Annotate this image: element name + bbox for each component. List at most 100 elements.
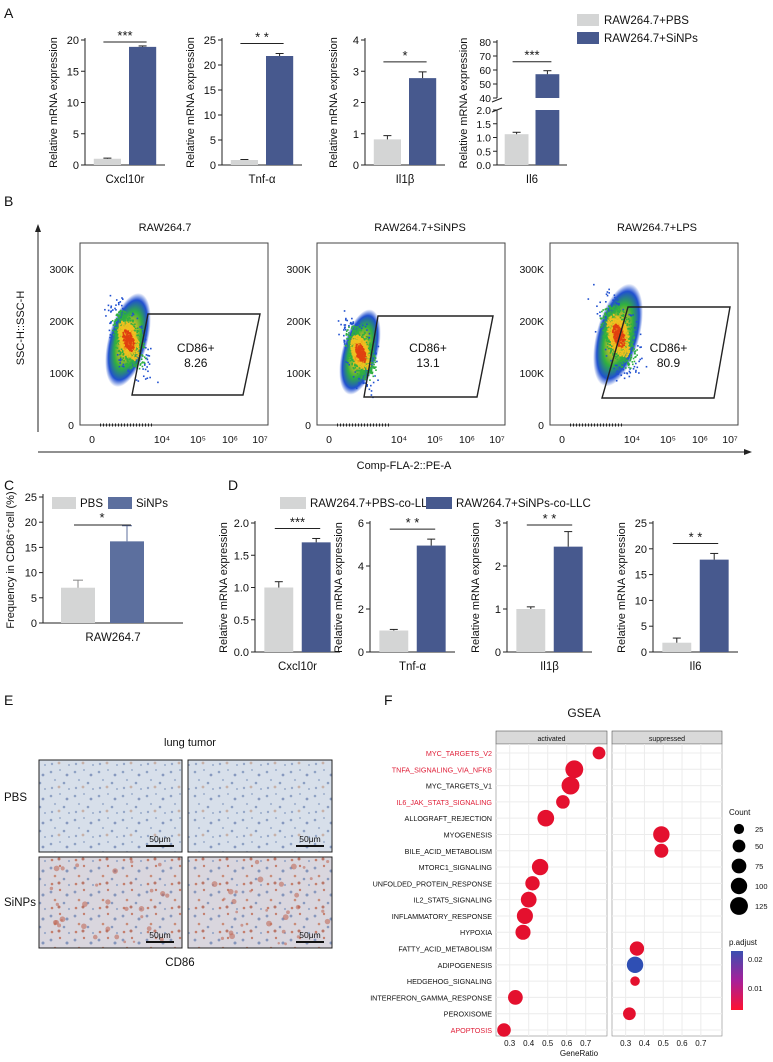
event-dot — [605, 337, 607, 340]
event-dot — [351, 323, 353, 326]
event-dot — [352, 342, 355, 345]
event-dot — [626, 372, 628, 374]
event-dot — [377, 345, 380, 348]
event-dot — [129, 330, 131, 333]
event-dot — [367, 347, 370, 350]
event-dot — [626, 345, 629, 348]
event-dot — [118, 365, 121, 368]
event-dot — [358, 357, 361, 359]
event-dot — [639, 358, 642, 361]
event-dot — [126, 332, 128, 335]
scale-bar-label: 50μm — [149, 834, 170, 844]
gate-polygon — [601, 306, 731, 399]
y-tick-label: 6 — [358, 518, 364, 530]
event-dot — [135, 357, 138, 359]
y-tick-label: 3 — [353, 66, 359, 78]
event-dot — [119, 311, 121, 314]
event-dot — [118, 326, 121, 329]
event-dot — [112, 333, 115, 336]
event-dot — [344, 328, 347, 331]
event-dot — [122, 334, 125, 336]
event-dot — [359, 358, 362, 361]
event-dot — [618, 306, 621, 309]
event-dot — [616, 345, 619, 348]
event-dot — [607, 315, 609, 318]
event-dot — [624, 351, 627, 353]
panel-label-c: C — [4, 477, 14, 493]
event-dot — [621, 353, 624, 356]
ihc-positive-stain — [60, 919, 63, 922]
event-dot — [624, 352, 626, 355]
event-dot — [115, 330, 118, 333]
event-dot — [137, 330, 140, 332]
row-label-sinps: SiNPs — [4, 897, 36, 909]
event-dot — [356, 362, 359, 365]
event-dot — [610, 316, 612, 319]
event-dot — [369, 342, 371, 345]
event-dot — [133, 337, 135, 340]
event-dot — [119, 350, 121, 353]
event-dot — [361, 352, 364, 355]
event-dot — [371, 365, 373, 367]
event-dot — [122, 331, 124, 334]
event-dot — [137, 344, 140, 346]
event-dot — [118, 359, 120, 361]
ihc-positive-stain — [240, 923, 244, 927]
event-dot — [351, 347, 354, 349]
event-dot — [120, 304, 123, 307]
event-dot — [359, 341, 362, 344]
event-dot — [355, 387, 358, 390]
event-dot — [612, 308, 615, 311]
event-dot — [123, 314, 125, 316]
event-dot — [365, 346, 367, 348]
event-dot — [612, 323, 615, 326]
event-dot — [355, 361, 358, 363]
event-dot — [139, 343, 141, 346]
gate-value: 80.9 — [657, 356, 681, 370]
event-dot — [618, 308, 620, 310]
event-dot — [617, 352, 620, 355]
legend-swatch-treated — [108, 497, 132, 509]
event-dot — [362, 343, 365, 345]
event-dot — [606, 330, 609, 333]
event-dot — [358, 369, 361, 372]
event-dot — [622, 346, 624, 348]
event-dot — [131, 312, 134, 315]
ihc-positive-stain — [138, 906, 145, 912]
x-category-label: RAW264.7 — [85, 632, 140, 644]
event-dot — [135, 379, 138, 381]
event-dot — [124, 343, 127, 346]
legend-count-dot — [730, 897, 748, 915]
event-dot — [345, 330, 348, 333]
ihc-positive-stain — [92, 934, 98, 940]
y-tick-label: 20 — [25, 517, 37, 529]
event-dot — [628, 349, 630, 352]
event-dot — [608, 330, 610, 333]
legend-color-tick: 0.01 — [748, 984, 763, 993]
event-dot — [352, 348, 355, 351]
event-dot — [638, 360, 640, 363]
y-tick-label: 25 — [204, 35, 216, 47]
event-dot — [351, 356, 353, 358]
event-dot — [616, 323, 619, 325]
event-dot — [621, 346, 624, 349]
event-dot — [616, 331, 619, 334]
event-dot — [361, 338, 364, 341]
pathway-dot — [626, 956, 644, 974]
event-dot — [362, 344, 365, 346]
event-dot — [360, 376, 363, 378]
event-dot — [374, 357, 377, 359]
event-dot — [623, 348, 626, 351]
panel-label-a: A — [4, 5, 14, 21]
event-dot — [126, 313, 128, 316]
event-dot — [612, 339, 615, 341]
event-dot — [347, 341, 350, 343]
y-axis-label: Relative mRNA expression — [48, 37, 60, 168]
event-dot — [624, 320, 627, 323]
event-dot — [369, 369, 372, 372]
event-dot — [130, 340, 133, 343]
event-dot — [359, 348, 362, 351]
event-dot — [625, 329, 628, 331]
event-dot — [617, 324, 619, 327]
event-dot — [374, 361, 377, 364]
